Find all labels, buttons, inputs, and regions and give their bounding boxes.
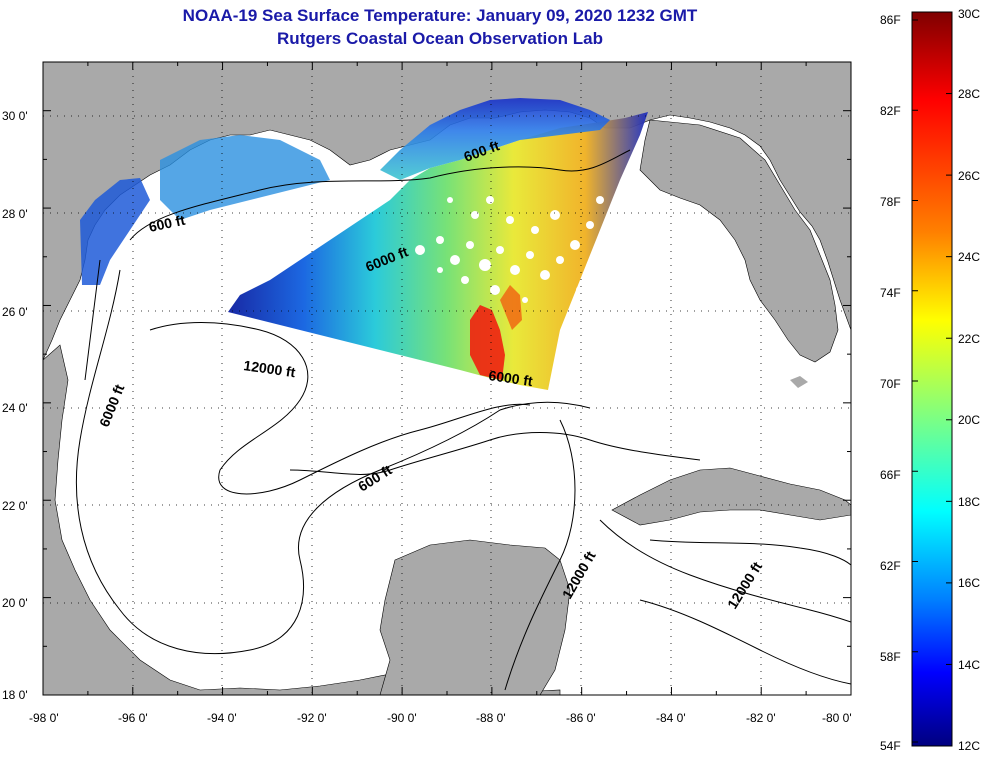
cb-f-label: 78F xyxy=(880,195,901,209)
contour-label-6000ft-se: 6000 ft xyxy=(488,367,534,389)
land-bahamas xyxy=(790,376,808,388)
lat-label: 22 0' xyxy=(2,499,28,513)
cb-c-label: 30C xyxy=(958,7,980,21)
land-cuba xyxy=(611,467,851,526)
cb-c-label: 16C xyxy=(958,576,980,590)
cb-c-label: 20C xyxy=(958,413,980,427)
lon-axis-labels: -98 0' -96 0' -94 0' -92 0' -90 0' -88 0… xyxy=(29,711,852,725)
sst-swath-main xyxy=(228,112,648,390)
colorbar-ticks xyxy=(912,11,952,747)
lat-axis-labels: 18 0' 20 0' 22 0' 24 0' 26 0' 28 0' 30 0… xyxy=(2,109,28,702)
colorbar-fahrenheit-labels: 86F 82F 78F 74F 70F 66F 62F 58F 54F xyxy=(880,13,901,753)
axis-ticks xyxy=(42,61,852,696)
lon-label: -90 0' xyxy=(387,711,417,725)
lon-label: -92 0' xyxy=(297,711,327,725)
land-yucatan xyxy=(379,539,571,695)
lon-label: -86 0' xyxy=(566,711,596,725)
cloud-mask xyxy=(415,196,604,303)
lat-label: 18 0' xyxy=(2,688,28,702)
cb-c-label: 28C xyxy=(958,87,980,101)
sst-swath-north xyxy=(380,98,610,180)
cb-f-label: 54F xyxy=(880,739,901,753)
lon-label: -80 0' xyxy=(822,711,852,725)
map-title: NOAA-19 Sea Surface Temperature: January… xyxy=(182,6,698,25)
bathymetry-contours xyxy=(75,149,851,691)
contour-label-600ft-nw: 600 ft xyxy=(147,212,186,235)
lat-label: 20 0' xyxy=(2,596,28,610)
lon-label: -84 0' xyxy=(656,711,686,725)
cb-f-label: 66F xyxy=(880,468,901,482)
map-subtitle: Rutgers Coastal Ocean Observation Lab xyxy=(277,29,603,48)
cb-f-label: 86F xyxy=(880,13,901,27)
cb-c-label: 24C xyxy=(958,250,980,264)
colorbar-celsius-labels: 30C 28C 26C 24C 22C 20C 18C 16C 14C 12C xyxy=(958,7,980,753)
land-florida xyxy=(639,119,839,363)
lon-label: -98 0' xyxy=(29,711,59,725)
cb-f-label: 82F xyxy=(880,104,901,118)
cb-c-label: 18C xyxy=(958,495,980,509)
cb-c-label: 22C xyxy=(958,332,980,346)
cb-f-label: 70F xyxy=(880,377,901,391)
lat-label: 30 0' xyxy=(2,109,28,123)
cb-f-label: 58F xyxy=(880,650,901,664)
lat-label: 26 0' xyxy=(2,305,28,319)
lon-label: -96 0' xyxy=(118,711,148,725)
cb-f-label: 74F xyxy=(880,286,901,300)
lat-label: 24 0' xyxy=(2,401,28,415)
sst-swath-west xyxy=(80,178,150,285)
graticule xyxy=(43,62,851,695)
sst-warm-core-2 xyxy=(500,285,522,330)
cb-f-label: 62F xyxy=(880,559,901,573)
sst-swath-west-2 xyxy=(160,135,330,220)
sst-warm-core xyxy=(470,305,505,380)
lat-label: 28 0' xyxy=(2,207,28,221)
lon-label: -82 0' xyxy=(746,711,776,725)
cb-c-label: 12C xyxy=(958,739,980,753)
lon-label: -88 0' xyxy=(476,711,506,725)
cb-c-label: 14C xyxy=(958,658,980,672)
lon-label: -94 0' xyxy=(207,711,237,725)
contour-label-12000ft-center: 12000 ft xyxy=(243,357,297,380)
cb-c-label: 26C xyxy=(958,169,980,183)
colorbar xyxy=(911,11,953,747)
